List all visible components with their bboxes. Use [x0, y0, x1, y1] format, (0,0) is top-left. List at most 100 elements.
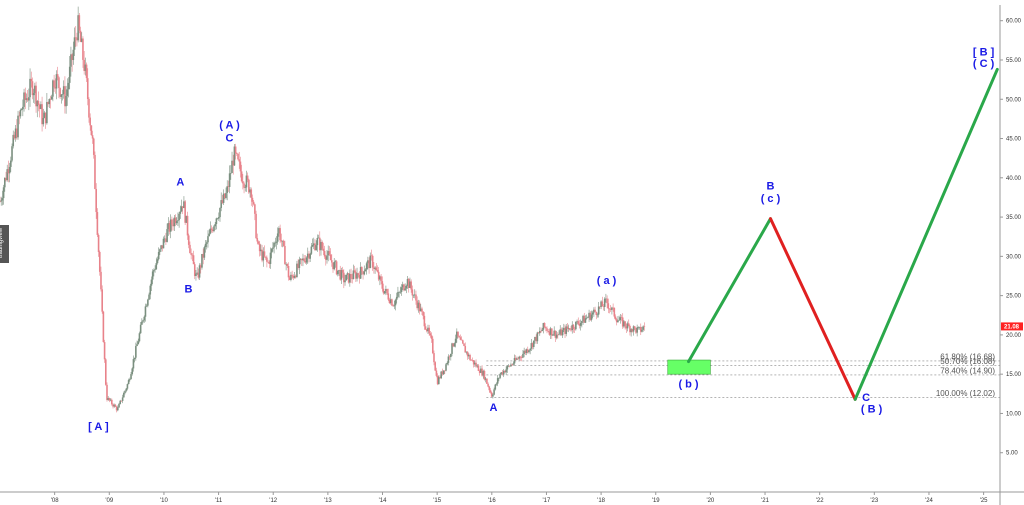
candle-body	[380, 276, 382, 282]
candle-body	[450, 353, 452, 358]
candle-body	[453, 343, 456, 347]
candle-body	[454, 338, 457, 344]
candle-body	[547, 330, 549, 332]
candle-body	[279, 228, 281, 241]
candle-body	[627, 323, 630, 327]
wave-label: ( B )	[861, 404, 883, 416]
candle-body	[447, 356, 450, 363]
candle-body	[71, 54, 73, 61]
candle-body	[584, 318, 587, 323]
candle-body	[184, 201, 186, 223]
candle-body	[537, 332, 540, 334]
candle-body	[457, 331, 459, 337]
candle-body	[98, 251, 101, 272]
candle-body	[506, 365, 509, 370]
candle-body	[95, 188, 97, 213]
candle-body	[90, 125, 93, 136]
candle-body	[474, 362, 476, 365]
candle-body	[323, 250, 326, 257]
candle-body	[442, 370, 445, 375]
candle-body	[573, 328, 576, 330]
candle-body	[195, 273, 197, 277]
candle-body	[495, 383, 498, 385]
wave-label: A	[176, 177, 184, 189]
candle-body	[28, 97, 30, 101]
candle-body	[306, 253, 309, 258]
candle-body	[585, 317, 588, 319]
candle-body	[268, 262, 271, 264]
candle-body	[215, 218, 218, 225]
fib-level-label: 100.00% (12.02)	[936, 389, 995, 398]
candle-body	[567, 328, 570, 329]
candle-body	[293, 275, 296, 278]
candle-body	[469, 355, 471, 361]
candle-body	[517, 358, 519, 360]
candle-body	[192, 255, 195, 265]
candle-body	[123, 392, 125, 398]
candle-body	[502, 370, 505, 375]
candle-body	[209, 228, 212, 234]
candle-body	[335, 261, 338, 275]
candle-body	[249, 189, 251, 193]
wave-label: B	[767, 181, 775, 193]
candle-body	[25, 98, 28, 100]
candle-body	[242, 181, 244, 184]
candle-body	[77, 15, 79, 41]
candle-body	[385, 288, 387, 292]
candle-body	[20, 109, 23, 110]
candle-body	[434, 362, 436, 371]
candle-body	[444, 370, 446, 372]
candle-body	[422, 311, 424, 316]
candle-body	[577, 321, 580, 324]
candle-body	[112, 404, 114, 407]
candle-body	[117, 407, 119, 411]
candle-body	[381, 281, 384, 289]
candle-body	[392, 305, 394, 307]
projection-up-line	[853, 67, 999, 401]
candle-body	[18, 115, 21, 117]
candle-body	[383, 291, 386, 294]
candle-body	[189, 244, 191, 254]
candle-body	[107, 398, 109, 401]
candle-body	[413, 294, 416, 296]
candle-body	[151, 271, 154, 280]
candle-body	[487, 383, 489, 387]
candle-body	[115, 406, 118, 411]
candle-body	[401, 284, 404, 288]
wave-label: [ B ]	[973, 46, 995, 58]
candle-body	[178, 213, 180, 221]
candle-body	[316, 237, 319, 246]
candle-body	[298, 259, 301, 268]
candle-body	[147, 299, 149, 306]
candle-body	[643, 326, 646, 327]
candle-body	[327, 251, 329, 256]
candle-body	[202, 253, 204, 258]
candle-body	[131, 368, 134, 375]
candle-body	[292, 275, 295, 278]
candle-body	[441, 371, 444, 375]
x-tick-label: '16	[488, 498, 496, 504]
candle-body	[156, 259, 159, 264]
candle-body	[569, 328, 571, 330]
candle-body	[308, 253, 310, 259]
candle-body	[571, 324, 574, 331]
candle-body	[452, 343, 455, 347]
candle-body	[237, 153, 239, 160]
projection-down-line	[768, 217, 857, 401]
candle-body	[221, 200, 224, 203]
candle-body	[207, 236, 209, 243]
candle-body	[38, 104, 41, 109]
candle-body	[290, 274, 292, 280]
candle-body	[561, 330, 564, 336]
candle-body	[563, 327, 565, 331]
candle-body	[56, 74, 59, 78]
candle-body	[101, 289, 103, 312]
candle-body	[603, 298, 606, 307]
candle-body	[139, 324, 142, 334]
candle-body	[493, 389, 495, 395]
candle-body	[435, 370, 438, 376]
candle-body	[175, 221, 178, 224]
candle-body	[353, 270, 356, 272]
candle-body	[591, 312, 594, 315]
